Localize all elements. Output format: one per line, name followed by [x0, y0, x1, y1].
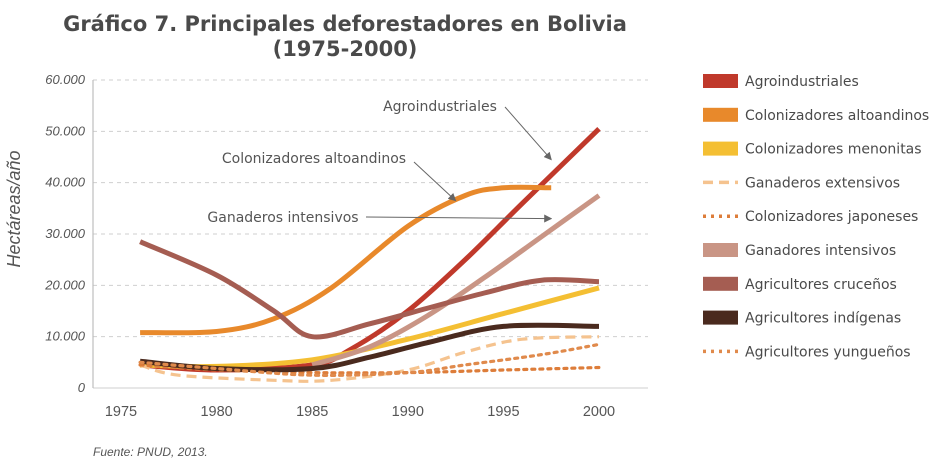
series-line-5 — [311, 193, 601, 368]
annotation-arrow — [413, 161, 457, 202]
legend-swatch — [703, 243, 738, 257]
y-tick-label: 0 — [78, 380, 86, 395]
annotation-arrow — [365, 214, 553, 223]
y-tick-label: 10.000 — [45, 329, 86, 344]
source-note: Fuente: PNUD, 2013. — [93, 445, 208, 459]
grid — [93, 79, 648, 389]
annotation-label: Colonizadores altoandinos — [222, 151, 406, 167]
legend-label: Colonizadores japoneses — [745, 209, 918, 225]
legend-label: Agricultores cruceños — [745, 277, 897, 293]
series-line-7 — [139, 322, 600, 373]
legend-swatch — [703, 276, 738, 291]
legend-swatch — [703, 141, 738, 156]
legend-label: Agroindustriales — [745, 74, 859, 90]
y-tick-label: 60.000 — [45, 72, 86, 87]
x-tick-label: 1975 — [105, 404, 137, 420]
annotation-label: Ganaderos intensivos — [207, 210, 358, 226]
series-line-8 — [138, 342, 601, 377]
annotations: Agroindustriales Colonizadores altoandino… — [207, 99, 553, 226]
x-tick-label: 2000 — [583, 404, 615, 420]
chart-title-line2: (1975-2000) — [273, 37, 418, 61]
y-tick-label: 40.000 — [45, 175, 86, 190]
chart-title-line1: Gráfico 7. Principales deforestadores en… — [63, 12, 627, 36]
x-tick-label: 1985 — [296, 404, 328, 420]
y-axis-label: Hectáreas/año — [4, 150, 24, 267]
x-axis: 1975 1980 1985 1990 1995 2000 — [105, 404, 615, 420]
series-line-1 — [140, 184, 552, 336]
legend: Agroindustriales Colonizadores altoandino… — [703, 74, 929, 360]
x-tick-label: 1990 — [392, 404, 424, 420]
legend-label: Colonizadores altoandinos — [745, 108, 929, 124]
annotation-arrow — [504, 106, 552, 161]
legend-swatch — [703, 74, 738, 88]
x-tick-label: 1995 — [487, 404, 519, 420]
series-line-3 — [139, 335, 600, 383]
legend-label: Agricultores yungueños — [745, 344, 911, 360]
series-line-6 — [139, 239, 600, 340]
legend-swatch — [703, 310, 738, 325]
y-tick-label: 30.000 — [45, 226, 86, 241]
y-tick-label: 50.000 — [45, 123, 86, 138]
legend-label: Agricultores indígenas — [745, 311, 901, 327]
legend-label: Colonizadores menonitas — [745, 142, 922, 158]
y-tick-label: 20.000 — [44, 277, 86, 292]
legend-label: Ganaderos extensivos — [745, 175, 900, 191]
legend-swatch — [703, 107, 738, 122]
series-layer — [138, 127, 601, 383]
legend-label: Ganadores intensivos — [745, 243, 896, 259]
y-axis: 0 10.000 20.000 30.000 40.000 50.000 60.000 — [44, 72, 86, 395]
annotation-label: Agroindustriales — [383, 99, 497, 115]
x-tick-label: 1980 — [200, 404, 232, 420]
